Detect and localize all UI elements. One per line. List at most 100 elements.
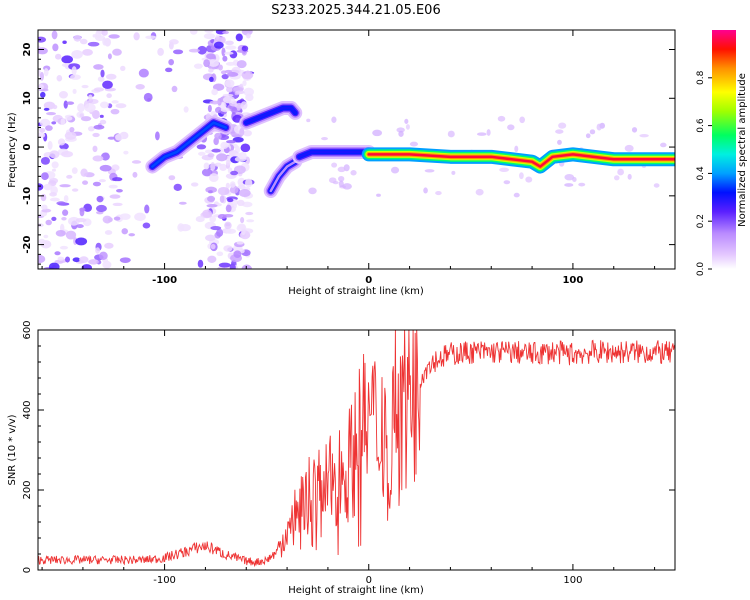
noise-speckle — [108, 184, 118, 189]
noise-speckle — [207, 195, 216, 203]
noise-speckle — [223, 245, 233, 252]
noise-speckle — [112, 48, 122, 56]
noise-speckle — [183, 106, 189, 113]
noise-speckle — [84, 103, 96, 113]
noise-speckle — [131, 160, 142, 164]
noise-speckle — [198, 151, 206, 156]
noise-speckle — [61, 55, 74, 64]
noise-speckle — [43, 107, 50, 111]
noise-speckle — [55, 229, 66, 237]
noise-speckle — [51, 161, 59, 169]
noise-speckle — [203, 59, 210, 68]
noise-speckle — [221, 47, 226, 57]
noise-speckle — [43, 234, 49, 239]
spec-x-tick-label: 0 — [365, 275, 372, 286]
noise-speckle — [39, 118, 51, 128]
noise-speckle — [65, 256, 71, 263]
noise-speckle — [112, 202, 123, 207]
noise-speckle — [242, 80, 247, 87]
noise-speckle — [172, 49, 184, 55]
noise-speckle — [331, 162, 338, 168]
noise-speckle — [65, 115, 73, 121]
noise-speckle — [82, 48, 93, 56]
noise-speckle — [116, 188, 123, 193]
noise-speckle — [59, 245, 69, 250]
noise-speckle — [76, 224, 84, 229]
noise-speckle — [133, 32, 140, 41]
noise-speckle — [564, 183, 574, 187]
noise-speckle — [81, 84, 89, 89]
noise-speckle — [337, 166, 346, 173]
noise-speckle — [197, 45, 207, 55]
noise-speckle — [98, 251, 108, 260]
noise-speckle — [225, 228, 237, 234]
noise-speckle — [52, 104, 58, 110]
noise-speckle — [77, 103, 85, 113]
noise-speckle — [624, 144, 634, 152]
noise-speckle — [209, 100, 221, 105]
noise-speckle — [72, 257, 81, 263]
noise-speckle — [189, 30, 198, 35]
noise-speckle — [132, 171, 138, 178]
noise-speckle — [519, 116, 526, 124]
ridge-band — [298, 150, 370, 159]
noise-speckle — [342, 183, 352, 190]
noise-speckle — [216, 251, 224, 257]
noise-speckle — [222, 55, 228, 62]
noise-speckle — [93, 64, 104, 70]
noise-speckle — [61, 150, 74, 158]
noise-speckle — [338, 180, 344, 188]
noise-speckle — [142, 222, 151, 229]
noise-speckle — [195, 216, 205, 223]
noise-speckle — [99, 101, 109, 109]
snr-y-ticks: 0 200 400 600 — [22, 320, 675, 573]
noise-speckle — [64, 131, 77, 140]
noise-speckle — [224, 79, 235, 88]
ridge-band — [245, 106, 297, 124]
noise-speckle — [226, 140, 236, 144]
noise-speckle — [69, 74, 81, 80]
spectrogram-noise — [38, 30, 667, 269]
noise-speckle — [119, 257, 131, 263]
noise-speckle — [246, 33, 251, 39]
noise-speckle — [80, 116, 92, 122]
noise-speckle — [224, 69, 232, 73]
noise-speckle — [206, 204, 218, 208]
noise-speckle — [80, 38, 88, 45]
noise-speckle — [107, 53, 112, 60]
spec-y-tick-label: 10 — [22, 91, 33, 105]
noise-speckle — [226, 72, 239, 77]
noise-speckle — [497, 115, 506, 122]
noise-speckle — [111, 100, 119, 104]
noise-speckle — [106, 93, 112, 99]
noise-speckle — [57, 256, 65, 261]
noise-speckle — [51, 121, 57, 125]
noise-speckle — [564, 173, 575, 181]
noise-speckle — [155, 131, 160, 141]
noise-speckle — [210, 243, 216, 250]
noise-speckle — [238, 189, 251, 198]
noise-speckle — [168, 58, 174, 66]
noise-speckle — [204, 149, 213, 154]
noise-speckle — [110, 108, 120, 115]
noise-speckle — [617, 168, 624, 176]
noise-speckle — [171, 85, 178, 93]
noise-speckle — [224, 51, 234, 55]
noise-speckle — [104, 242, 114, 249]
noise-speckle — [49, 150, 60, 159]
noise-speckle — [123, 150, 129, 155]
noise-speckle — [61, 217, 67, 221]
noise-speckle — [66, 101, 75, 105]
noise-speckle — [235, 33, 243, 42]
noise-speckle — [75, 218, 87, 223]
noise-speckle — [193, 63, 203, 69]
noise-speckle — [48, 262, 60, 269]
noise-speckle — [41, 204, 48, 210]
noise-speckle — [55, 53, 62, 60]
noise-speckle — [119, 213, 131, 220]
noise-speckle — [476, 132, 487, 136]
noise-speckle — [41, 172, 49, 181]
noise-speckle — [56, 201, 66, 206]
noise-speckle — [95, 247, 101, 254]
